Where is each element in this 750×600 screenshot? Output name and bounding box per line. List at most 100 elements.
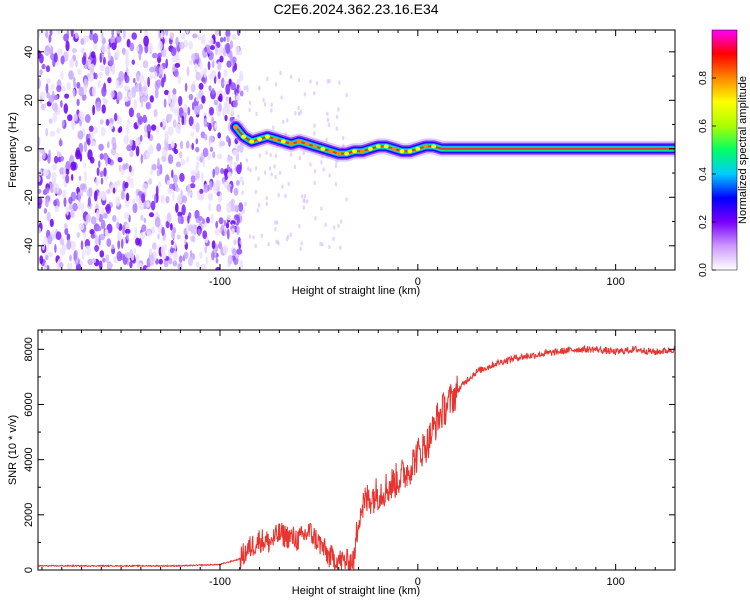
noise-blob bbox=[38, 176, 41, 182]
noise-blob bbox=[81, 93, 87, 101]
noise-blob bbox=[217, 61, 222, 71]
snr-y-tick-label: 6000 bbox=[23, 392, 35, 416]
noise-blob bbox=[135, 237, 141, 246]
noise-blob bbox=[135, 137, 139, 148]
noise-blob bbox=[123, 96, 129, 102]
snr-y-ticks: 0 2000 4000 6000 8000 bbox=[23, 337, 675, 573]
colorbar-tick-label: 0.8 bbox=[698, 71, 709, 85]
noise-blob bbox=[150, 168, 153, 176]
noise-blob bbox=[78, 223, 85, 231]
noise-blob bbox=[83, 162, 87, 168]
noise-blob bbox=[145, 200, 151, 208]
noise-blob bbox=[132, 198, 136, 205]
noise-blob bbox=[129, 249, 133, 259]
noise-blob bbox=[80, 240, 84, 251]
noise-blob bbox=[48, 118, 53, 124]
noise-blob bbox=[223, 36, 226, 42]
noise-blob bbox=[124, 74, 130, 84]
noise-blob bbox=[186, 155, 190, 164]
noise-blob bbox=[166, 113, 173, 120]
noise-blob bbox=[244, 201, 247, 207]
noise-blob bbox=[143, 35, 150, 47]
noise-blob bbox=[168, 154, 174, 165]
noise-blob bbox=[88, 125, 94, 132]
noise-blob bbox=[43, 208, 48, 214]
noise-blob bbox=[53, 94, 59, 101]
noise-blob bbox=[153, 71, 158, 80]
noise-blob bbox=[201, 76, 206, 83]
spectrogram-y-tick-label: 20 bbox=[23, 94, 35, 106]
noise-blob bbox=[116, 91, 123, 101]
noise-blob bbox=[146, 230, 152, 237]
noise-blob bbox=[39, 69, 43, 75]
noise-blob bbox=[181, 32, 186, 40]
noise-blob bbox=[129, 261, 133, 269]
noise-blob bbox=[177, 215, 183, 224]
noise-blob bbox=[298, 155, 301, 161]
noise-blob bbox=[129, 150, 134, 158]
noise-blob bbox=[175, 123, 182, 134]
noise-blob bbox=[56, 85, 62, 93]
noise-blob bbox=[189, 183, 196, 189]
noise-blob bbox=[56, 127, 61, 134]
noise-blob bbox=[96, 225, 102, 232]
noise-blob bbox=[122, 163, 127, 171]
noise-blob bbox=[206, 216, 210, 224]
noise-blob bbox=[333, 225, 336, 230]
noise-blob bbox=[121, 47, 126, 55]
noise-blob bbox=[247, 166, 250, 171]
noise-blob bbox=[99, 64, 106, 71]
noise-blob bbox=[194, 105, 201, 115]
noise-blob bbox=[186, 30, 189, 34]
noise-blob bbox=[204, 245, 208, 254]
noise-blob bbox=[111, 30, 114, 38]
noise-blob bbox=[326, 111, 329, 117]
noise-blob bbox=[202, 147, 209, 158]
noise-blob bbox=[59, 247, 66, 256]
noise-blob bbox=[276, 220, 279, 225]
noise-blob bbox=[257, 86, 261, 91]
colorbar-tick-label: 0.2 bbox=[698, 215, 709, 229]
noise-blob bbox=[147, 131, 151, 139]
noise-blob bbox=[169, 183, 174, 190]
noise-blob bbox=[47, 235, 53, 245]
noise-blob bbox=[239, 240, 242, 245]
noise-blob bbox=[100, 177, 104, 185]
noise-blob bbox=[106, 188, 111, 194]
noise-blob bbox=[165, 196, 170, 203]
noise-blob bbox=[274, 174, 277, 180]
noise-blob bbox=[65, 40, 70, 52]
noise-blob bbox=[92, 86, 97, 97]
noise-blob bbox=[56, 30, 61, 36]
noise-blob bbox=[117, 231, 122, 241]
noise-blob bbox=[68, 70, 74, 80]
noise-blob bbox=[313, 180, 316, 186]
ridge-peak bbox=[288, 141, 294, 146]
noise-blob bbox=[105, 65, 110, 77]
noise-blob bbox=[233, 187, 239, 196]
noise-blob bbox=[172, 260, 178, 267]
noise-blob bbox=[139, 134, 143, 142]
ridge-peak bbox=[312, 144, 318, 149]
noise-blob bbox=[214, 30, 220, 36]
noise-blob bbox=[111, 244, 115, 250]
noise-blob bbox=[116, 30, 121, 34]
colorbar-tick-label: 0.4 bbox=[698, 167, 709, 181]
colorbar-label: Normalized spectral amplitude bbox=[737, 76, 749, 224]
noise-blob bbox=[136, 112, 141, 119]
noise-blob bbox=[81, 249, 85, 261]
noise-blob bbox=[172, 191, 175, 202]
snr-x-tick-label: 100 bbox=[606, 576, 624, 588]
noise-blob bbox=[216, 203, 222, 213]
noise-blob bbox=[201, 218, 206, 225]
noise-blob bbox=[42, 149, 46, 160]
noise-blob bbox=[69, 254, 72, 262]
noise-blob bbox=[128, 107, 134, 118]
noise-blob bbox=[124, 212, 130, 220]
noise-blob bbox=[198, 103, 204, 110]
noise-blob bbox=[207, 44, 211, 54]
noise-blob bbox=[81, 202, 85, 213]
noise-blob bbox=[186, 66, 190, 77]
noise-blob bbox=[38, 78, 41, 89]
noise-blob bbox=[63, 103, 69, 114]
